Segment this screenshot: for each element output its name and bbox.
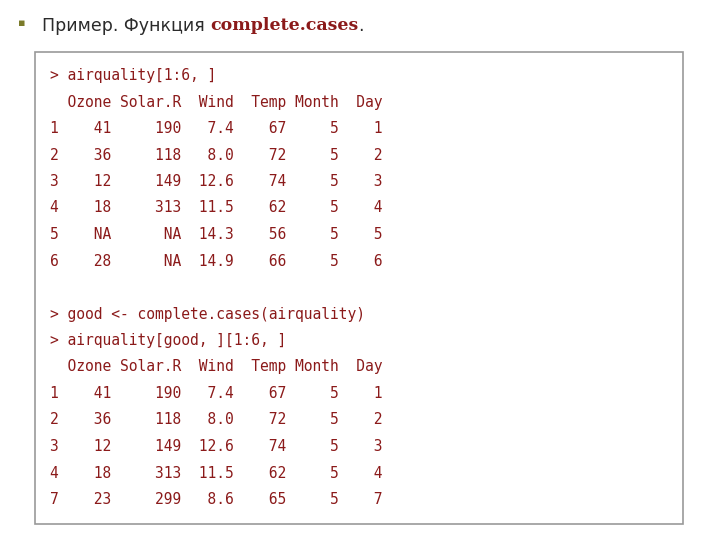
Text: 6    28      NA  14.9    66     5    6: 6 28 NA 14.9 66 5 6	[50, 253, 382, 268]
Text: 7    23     299   8.6    65     5    7: 7 23 299 8.6 65 5 7	[50, 492, 382, 507]
Text: 3    12     149  12.6    74     5    3: 3 12 149 12.6 74 5 3	[50, 439, 382, 454]
Text: .: .	[359, 17, 364, 35]
Text: complete.cases: complete.cases	[210, 17, 359, 34]
Text: Ozone Solar.R  Wind  Temp Month  Day: Ozone Solar.R Wind Temp Month Day	[50, 94, 382, 110]
Text: 2    36     118   8.0    72     5    2: 2 36 118 8.0 72 5 2	[50, 147, 382, 163]
Text: 1    41     190   7.4    67     5    1: 1 41 190 7.4 67 5 1	[50, 386, 382, 401]
Text: 4    18     313  11.5    62     5    4: 4 18 313 11.5 62 5 4	[50, 200, 382, 215]
Text: 5    NA      NA  14.3    56     5    5: 5 NA NA 14.3 56 5 5	[50, 227, 382, 242]
Text: 3    12     149  12.6    74     5    3: 3 12 149 12.6 74 5 3	[50, 174, 382, 189]
Text: ▪: ▪	[18, 18, 25, 28]
Text: 2    36     118   8.0    72     5    2: 2 36 118 8.0 72 5 2	[50, 413, 382, 428]
Text: 4    18     313  11.5    62     5    4: 4 18 313 11.5 62 5 4	[50, 465, 382, 481]
Text: > good <- complete.cases(airquality): > good <- complete.cases(airquality)	[50, 307, 365, 321]
Text: 1    41     190   7.4    67     5    1: 1 41 190 7.4 67 5 1	[50, 121, 382, 136]
Text: > airquality[good, ][1:6, ]: > airquality[good, ][1:6, ]	[50, 333, 287, 348]
Bar	[35, 52, 683, 524]
Text: > airquality[1:6, ]: > airquality[1:6, ]	[50, 68, 216, 83]
Text: Пример. Функция: Пример. Функция	[42, 17, 210, 35]
Text: Ozone Solar.R  Wind  Temp Month  Day: Ozone Solar.R Wind Temp Month Day	[50, 360, 382, 375]
